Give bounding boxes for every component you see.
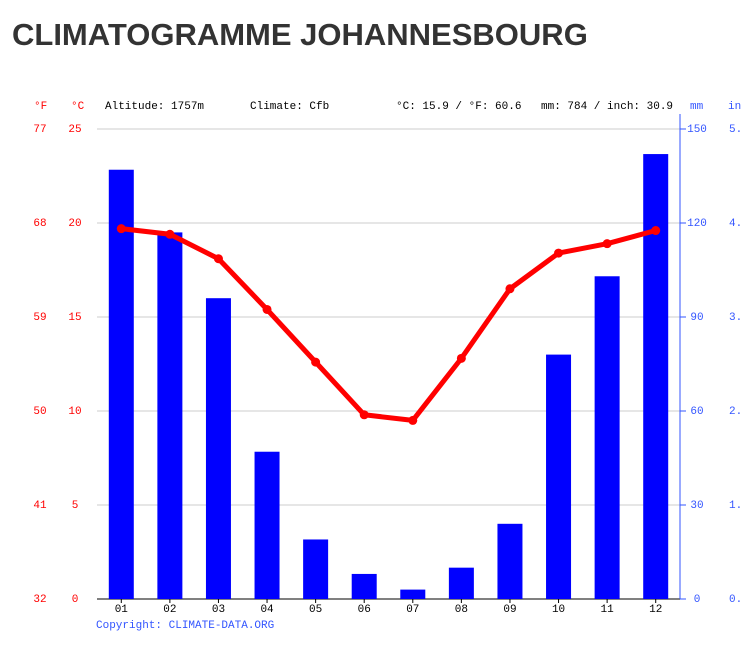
temperature-point	[456, 353, 466, 363]
y2-tick-label: 120	[687, 218, 707, 230]
temperature-point	[213, 254, 223, 264]
x-tick-label: 08	[455, 604, 468, 616]
x-tick-label: 12	[649, 604, 662, 616]
bar	[497, 523, 523, 599]
bar	[303, 539, 329, 599]
y-tick-label: 20	[68, 218, 81, 230]
y-tick-label: 0	[72, 594, 79, 606]
temperature-point	[651, 226, 661, 236]
bar	[546, 354, 572, 599]
unit-label: °C	[71, 101, 85, 113]
bar	[400, 589, 426, 599]
f-tick-label: 50	[33, 406, 46, 418]
temperature-point	[116, 224, 126, 234]
temperature-line	[121, 226, 657, 423]
y2-tick-label: 150	[687, 124, 707, 136]
bar	[157, 232, 183, 599]
temperature-point	[262, 304, 272, 314]
bar	[448, 567, 474, 599]
in-tick-label: 1.	[729, 500, 742, 512]
temperature-point	[554, 248, 564, 258]
x-tick-label: 03	[212, 604, 225, 616]
f-tick-label: 68	[33, 218, 46, 230]
info: mm: 784 / inch: 30.9	[541, 101, 673, 113]
bar	[351, 573, 377, 599]
in-tick-label: 3.	[729, 312, 742, 324]
temperature-point	[505, 284, 515, 294]
y-tick-label: 25	[68, 124, 81, 136]
x-tick-label: 07	[406, 604, 419, 616]
x-tick-label: 09	[503, 604, 516, 616]
y-tick-label: 5	[72, 500, 79, 512]
bar	[643, 154, 669, 600]
in-tick-label: 4.	[729, 218, 742, 230]
x-tick-label: 10	[552, 604, 565, 616]
temperature-point	[359, 410, 369, 420]
bar	[594, 276, 620, 599]
temperature-point	[311, 357, 321, 367]
f-tick-label: 41	[33, 500, 47, 512]
x-tick-label: 06	[358, 604, 371, 616]
temperature-point	[165, 229, 175, 239]
in-tick-label: 0.	[729, 594, 742, 606]
f-tick-label: 32	[33, 594, 46, 606]
x-tick-label: 11	[601, 604, 615, 616]
bar	[205, 298, 231, 599]
in-tick-label: 5.	[729, 124, 742, 136]
temperature-point	[602, 239, 612, 249]
x-tick-label: 05	[309, 604, 322, 616]
x-tick-label: 04	[260, 604, 274, 616]
f-tick-label: 59	[33, 312, 46, 324]
copyright: Copyright: CLIMATE-DATA.ORG	[96, 620, 274, 632]
y2-tick-label: 60	[690, 406, 703, 418]
f-tick-label: 77	[33, 124, 46, 136]
y2-tick-label: 30	[690, 500, 703, 512]
bar	[108, 169, 134, 599]
y-tick-label: 10	[68, 406, 81, 418]
unit-label: °F	[34, 101, 47, 113]
y2-tick-label: 0	[694, 594, 701, 606]
unit-label: in	[728, 101, 741, 113]
bar	[254, 451, 280, 599]
x-tick-label: 01	[115, 604, 129, 616]
temperature-point	[408, 415, 418, 425]
chart-title: CLIMATOGRAMME JOHANNESBOURG	[12, 17, 588, 52]
info: °C: 15.9 / °F: 60.6	[396, 101, 521, 113]
y-tick-label: 15	[68, 312, 81, 324]
in-tick-label: 2.	[729, 406, 742, 418]
y2-tick-label: 90	[690, 312, 703, 324]
x-tick-label: 02	[163, 604, 176, 616]
info: Altitude: 1757m	[105, 101, 204, 113]
info: Climate: Cfb	[250, 101, 329, 113]
unit-label: mm	[690, 101, 704, 113]
